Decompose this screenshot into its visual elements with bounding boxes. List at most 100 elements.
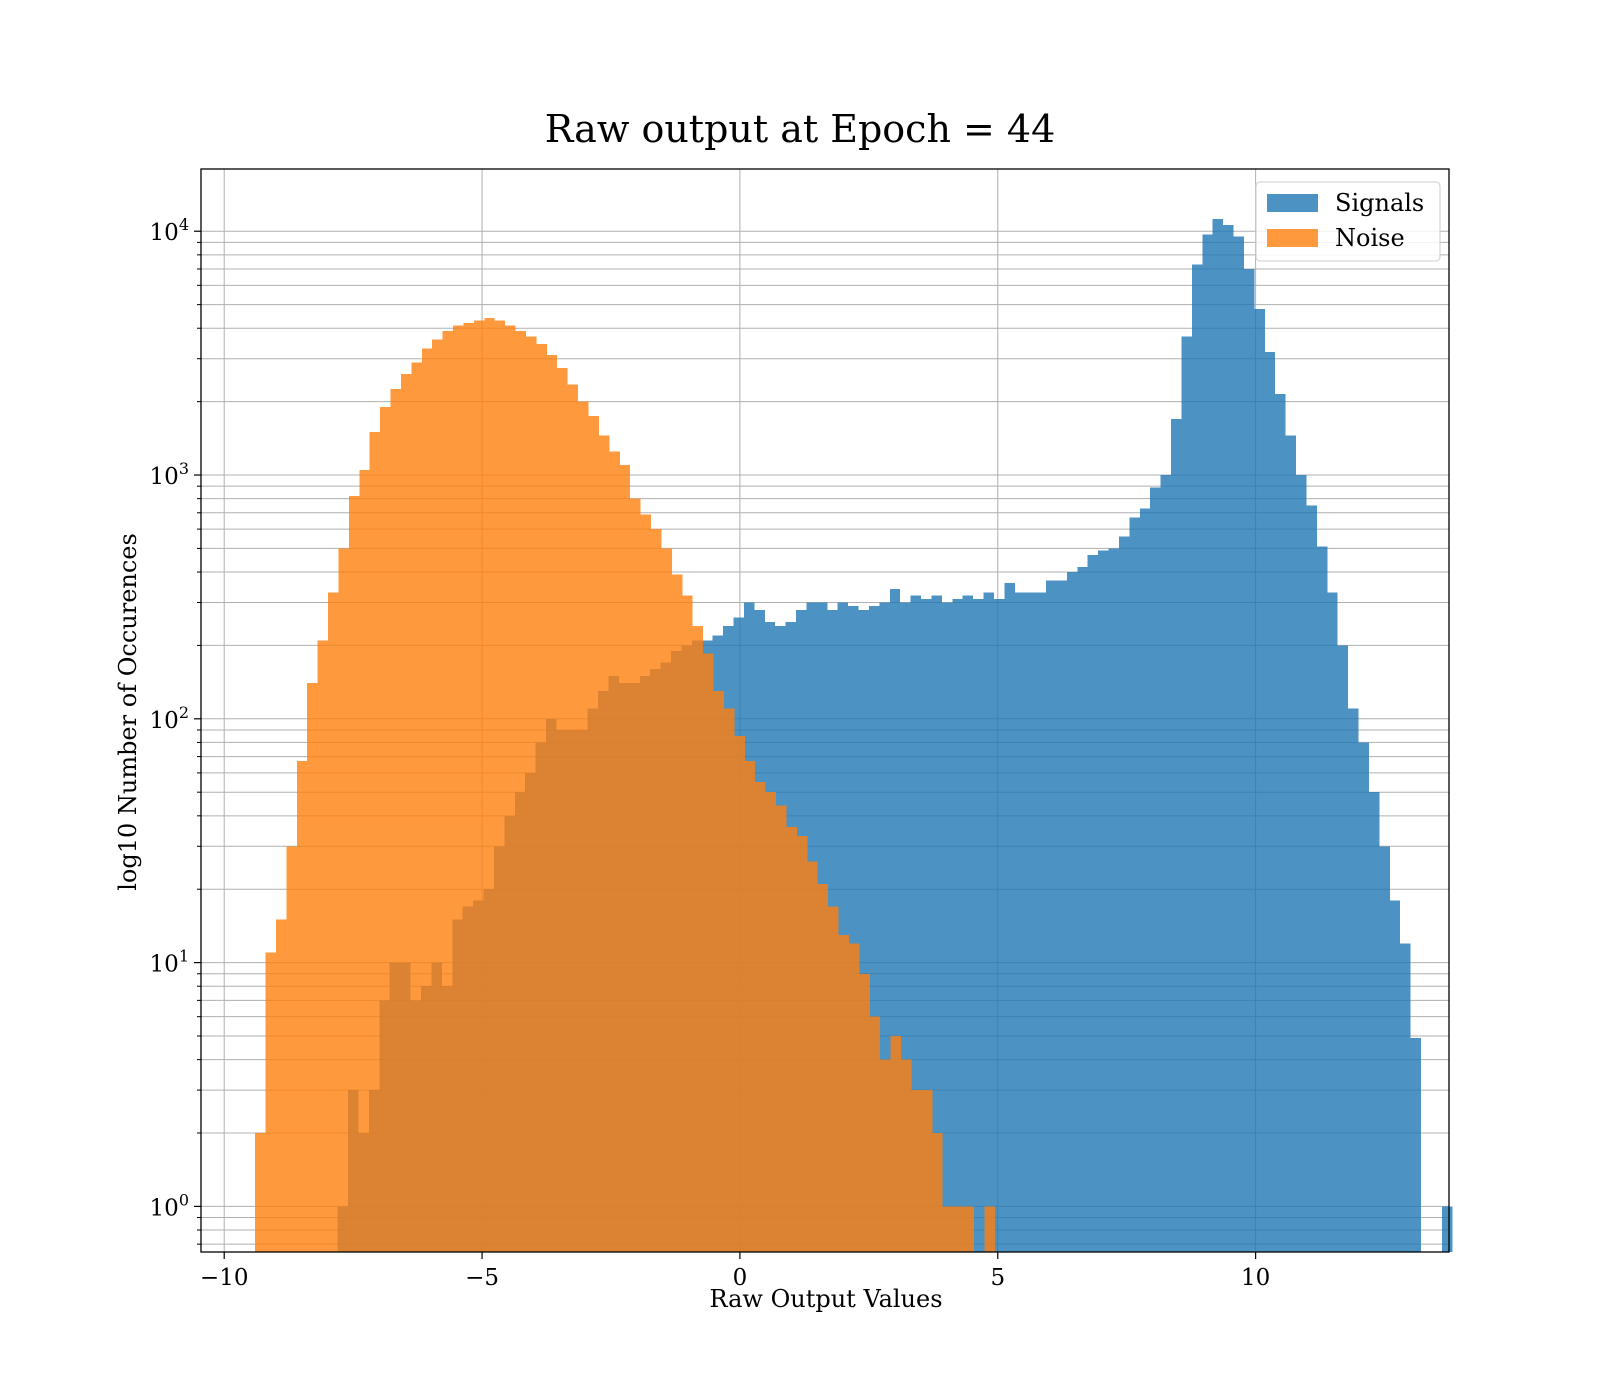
histogram-bar bbox=[1139, 508, 1151, 1253]
histogram-bar bbox=[525, 336, 537, 1252]
histogram-bar bbox=[1327, 592, 1338, 1252]
histogram-bar bbox=[993, 599, 1005, 1252]
histogram-bar bbox=[1296, 475, 1307, 1253]
histogram-bar bbox=[1275, 393, 1286, 1252]
histogram-bar bbox=[1285, 435, 1297, 1252]
histogram-bar bbox=[858, 609, 869, 1252]
histogram-bar bbox=[1118, 536, 1130, 1252]
histogram-bar bbox=[1202, 234, 1213, 1252]
histogram-bar bbox=[1306, 505, 1317, 1252]
histogram-bar bbox=[661, 548, 672, 1252]
series-noise bbox=[255, 318, 995, 1253]
histogram-bar bbox=[765, 792, 777, 1252]
histogram-bar bbox=[578, 401, 589, 1253]
histogram-bar bbox=[1410, 1038, 1422, 1252]
histogram-bar bbox=[473, 320, 485, 1252]
histogram-bar bbox=[817, 884, 829, 1252]
histogram-bar bbox=[1181, 336, 1192, 1252]
x-axis-ticks: −10 −5 0 5 10 bbox=[200, 1252, 1270, 1291]
histogram-bar bbox=[859, 973, 870, 1252]
histogram-bar bbox=[1316, 546, 1328, 1252]
histogram-bar bbox=[1233, 236, 1244, 1253]
histogram-bar bbox=[536, 343, 547, 1252]
histogram-bars bbox=[255, 219, 1453, 1253]
histogram-bar bbox=[546, 355, 558, 1252]
histogram-bar bbox=[598, 435, 610, 1252]
histogram-bar bbox=[1150, 487, 1161, 1252]
histogram-bar bbox=[515, 330, 526, 1252]
histogram-bar bbox=[880, 1059, 891, 1252]
histogram-bar bbox=[348, 496, 360, 1252]
histogram-bar bbox=[921, 599, 932, 1252]
histogram-bar bbox=[557, 367, 568, 1252]
histogram-bar bbox=[879, 602, 890, 1252]
histogram-bar bbox=[265, 952, 276, 1252]
histogram-bar bbox=[421, 348, 433, 1253]
histogram-bar bbox=[953, 1206, 964, 1252]
histogram-bar bbox=[505, 325, 516, 1252]
histogram-bar bbox=[837, 602, 849, 1252]
histogram-bar bbox=[588, 415, 599, 1253]
histogram-bar bbox=[848, 606, 859, 1252]
plot-frame bbox=[200, 168, 1450, 1253]
histogram-bar bbox=[868, 606, 880, 1252]
histogram-bar bbox=[442, 330, 454, 1252]
histogram-bar bbox=[369, 432, 381, 1253]
histogram-bar bbox=[275, 919, 287, 1252]
histogram-bar bbox=[703, 653, 714, 1252]
histogram-bar bbox=[1337, 645, 1349, 1252]
histogram-bar bbox=[1400, 943, 1411, 1252]
histogram-bar bbox=[390, 389, 401, 1252]
histogram-bar bbox=[400, 373, 412, 1252]
histogram-bar bbox=[317, 640, 329, 1252]
histogram-bar bbox=[941, 602, 953, 1252]
histogram-bar bbox=[1368, 792, 1380, 1252]
histogram-bar bbox=[838, 934, 849, 1252]
histogram-bar bbox=[973, 599, 984, 1252]
histogram-bar bbox=[1379, 846, 1390, 1252]
histogram-bar bbox=[848, 943, 860, 1252]
histogram-bar bbox=[671, 574, 683, 1252]
y-tick-label: 103 bbox=[150, 459, 189, 490]
histogram-bar bbox=[1014, 592, 1026, 1252]
histogram-bar bbox=[869, 1016, 881, 1252]
histogram-bar bbox=[713, 691, 724, 1252]
histogram-bar bbox=[619, 464, 631, 1252]
histogram-bar bbox=[889, 589, 901, 1252]
histogram-bar bbox=[359, 469, 370, 1252]
histogram-bar bbox=[1243, 268, 1255, 1252]
histogram-bar bbox=[900, 602, 911, 1252]
histogram-bar bbox=[963, 1206, 974, 1252]
histogram-bar bbox=[776, 805, 787, 1252]
histogram-bar bbox=[1191, 264, 1203, 1252]
x-tick-label: −5 bbox=[465, 1265, 499, 1291]
histogram-bar bbox=[453, 325, 464, 1252]
histogram-bar bbox=[1087, 554, 1099, 1252]
histogram-bar bbox=[640, 514, 652, 1252]
y-axis-ticks: 100 101 102 103 104 bbox=[150, 215, 201, 1245]
y-tick-label: 104 bbox=[150, 215, 189, 246]
histogram-bar bbox=[1348, 708, 1359, 1252]
histogram-bar bbox=[1441, 1206, 1453, 1252]
x-tick-label: 0 bbox=[733, 1265, 748, 1291]
histogram-bar bbox=[692, 626, 704, 1252]
histogram-bar bbox=[932, 1133, 943, 1252]
x-tick-label: −10 bbox=[200, 1265, 249, 1291]
histogram-bar bbox=[338, 548, 349, 1252]
histogram-bar bbox=[890, 1035, 902, 1252]
histogram-bar bbox=[786, 826, 797, 1252]
y-tick-label: 100 bbox=[150, 1190, 189, 1221]
histogram-bar bbox=[1025, 592, 1036, 1252]
histogram-bar bbox=[1171, 418, 1182, 1253]
histogram-bar bbox=[682, 595, 693, 1252]
histogram-bar bbox=[755, 782, 766, 1252]
chart-title: Raw output at Epoch = 44 bbox=[545, 107, 1056, 151]
histogram-bar bbox=[328, 592, 339, 1252]
histogram-bar bbox=[494, 320, 506, 1252]
histogram-bar bbox=[1358, 742, 1369, 1252]
histogram-bar bbox=[942, 1206, 954, 1252]
histogram-bar bbox=[307, 683, 318, 1252]
histogram-bar bbox=[609, 451, 620, 1252]
histogram-bar bbox=[651, 529, 662, 1252]
